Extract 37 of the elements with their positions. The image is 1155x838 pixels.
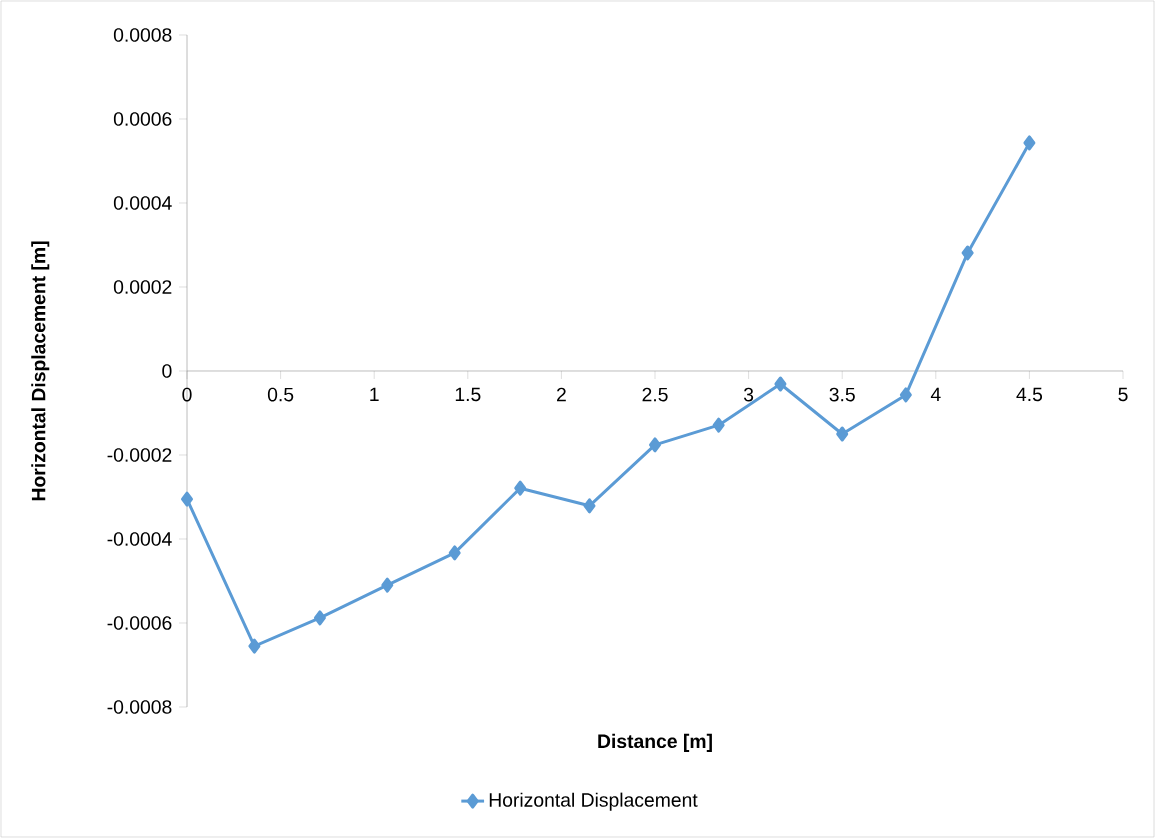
y-tick-label: 0.0002 <box>113 280 172 294</box>
point <box>248 638 261 654</box>
point <box>313 610 326 626</box>
point <box>181 491 193 507</box>
x-tick-label: 2.5 <box>642 387 668 402</box>
x-tick-label: 3 <box>743 387 754 402</box>
y-tick-label: -0.0002 <box>107 448 172 462</box>
point <box>649 437 662 453</box>
x-tick-label: 0.5 <box>267 387 294 402</box>
point <box>836 426 849 442</box>
y-tick-label: -0.0008 <box>107 700 172 714</box>
point <box>1023 135 1036 151</box>
x-tick-label: 4.5 <box>1016 387 1043 402</box>
x-axis-title: Distance [m] <box>598 733 712 752</box>
y-tick-label: 0.0006 <box>113 112 172 126</box>
x-tick-label: 1.5 <box>455 387 481 402</box>
x-tick-label: 5 <box>1118 387 1128 402</box>
x-tick-label: 4 <box>930 387 941 401</box>
point <box>961 245 974 261</box>
y-axis-title: Horizontal Displacement [m] <box>31 241 50 501</box>
y-tick-label: 0.0004 <box>113 196 172 210</box>
point <box>774 376 787 392</box>
y-tick-label: -0.0004 <box>107 532 172 546</box>
y-tick-label: -0.0006 <box>107 616 172 630</box>
x-tick-label: 2 <box>557 387 566 402</box>
legend-label: Horizontal Displacement <box>489 792 698 811</box>
point <box>899 387 912 403</box>
point <box>381 577 394 593</box>
y-tick-label: 0.0008 <box>113 28 172 42</box>
x-tick-label: 0 <box>182 387 192 402</box>
point <box>514 480 527 496</box>
point <box>583 498 596 514</box>
x-tick-label: 1 <box>370 387 379 401</box>
x-tick-label: 3.5 <box>829 387 855 402</box>
y-tick-label: 0 <box>162 364 172 378</box>
point <box>712 417 725 433</box>
point <box>448 545 461 561</box>
